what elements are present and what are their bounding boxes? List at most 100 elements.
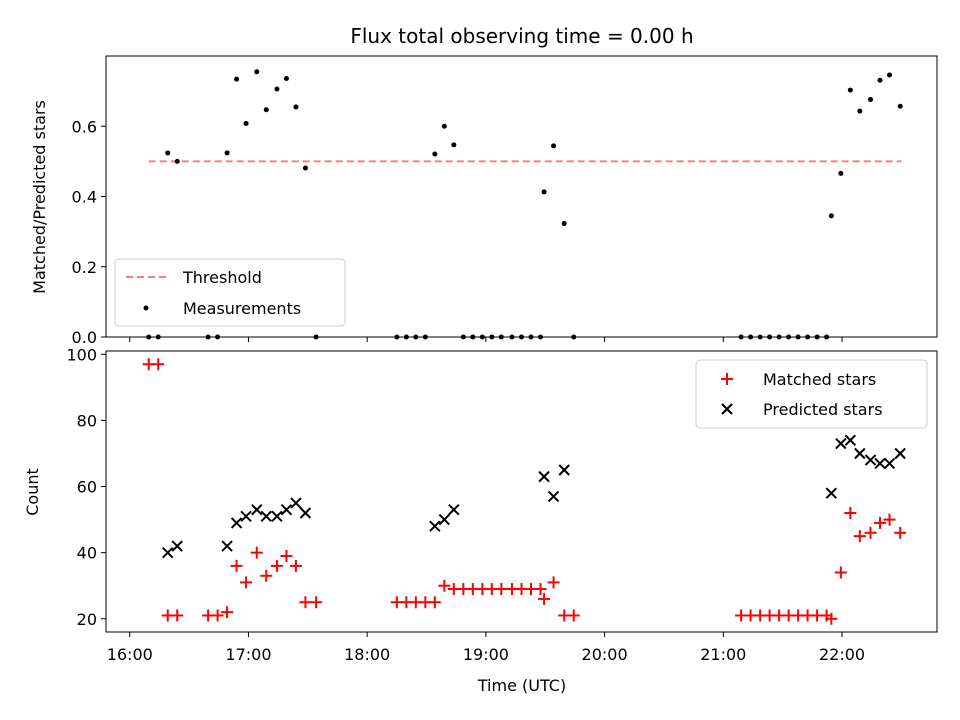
- measurement-point: [838, 170, 844, 176]
- y-tick-label: 40: [77, 544, 97, 563]
- x-stroke-b: [230, 517, 243, 529]
- matched-star-point: [171, 609, 184, 622]
- x-stroke-b: [429, 520, 441, 532]
- predicted-star-point: [230, 517, 243, 529]
- predicted-star-point: [894, 447, 906, 460]
- x-stroke-b: [438, 513, 451, 526]
- top-legend: Threshold Measurements: [114, 258, 346, 327]
- predicted-star-point: [429, 520, 441, 532]
- predicted-star-point: [438, 513, 451, 526]
- predicted-star-point: [251, 503, 263, 516]
- measurement-point: [857, 108, 863, 114]
- predicted-star-point: [538, 470, 550, 483]
- bottom-legend: Matched stars Predicted stars: [695, 359, 928, 429]
- x-stroke-b: [874, 457, 886, 470]
- y-tick-label: 0.6: [72, 117, 97, 136]
- matched-star-point: [883, 513, 896, 526]
- legend-measurements-swatch: [143, 305, 149, 311]
- measurement-point: [868, 97, 874, 103]
- measurement-point: [174, 158, 180, 164]
- bottom-panel: Count 20 40 60 80 100 Matched stars Predicte…: [23, 345, 938, 637]
- y-tick-label: 0.2: [72, 258, 97, 277]
- matched-star-point: [834, 566, 847, 579]
- predicted-star-point: [874, 457, 886, 470]
- top-plot-area: 0.0 0.2 0.4 0.6: [72, 55, 938, 347]
- matched-star-point: [428, 596, 441, 609]
- matched-star-point: [438, 579, 451, 592]
- predicted-star-point: [558, 464, 570, 476]
- matched-star-point: [250, 546, 263, 559]
- bottom-y-axis-label: Count: [23, 468, 42, 516]
- matched-star-point: [211, 609, 224, 622]
- y-tick-label: 100: [66, 345, 97, 364]
- predicted-star-point: [280, 503, 293, 516]
- predicted-star-point: [844, 434, 857, 446]
- chart-title: Flux total observing time = 0.00 h: [350, 24, 693, 48]
- measurement-point: [877, 77, 883, 83]
- matched-star-point: [538, 592, 551, 605]
- measurement-point: [234, 76, 240, 82]
- x-stroke-b: [280, 503, 293, 516]
- measurement-point: [897, 103, 903, 109]
- x-tick-label: 18:00: [344, 645, 390, 664]
- predicted-star-point: [290, 497, 302, 509]
- y-tick-label: 0.4: [72, 188, 97, 207]
- x-stroke-b: [240, 510, 252, 523]
- x-stroke-b: [538, 470, 550, 483]
- plot-frame: [105, 350, 938, 633]
- matched-star-point: [299, 596, 312, 609]
- x-stroke-b: [260, 510, 272, 523]
- matched-star-point: [825, 612, 838, 625]
- legend-predicted-label: Predicted stars: [763, 400, 883, 419]
- legend-measurements-label: Measurements: [183, 299, 301, 318]
- x-tick-label: 22:00: [819, 645, 865, 664]
- x-stroke-b: [547, 490, 560, 503]
- measurement-point: [451, 142, 457, 148]
- predicted-star-point: [271, 510, 283, 523]
- y-tick-label: 0.0: [72, 328, 97, 347]
- matched-star-point: [270, 559, 283, 572]
- x-tick-label: 17:00: [225, 645, 271, 664]
- measurement-point: [541, 189, 547, 195]
- legend-matched-swatch: [721, 373, 733, 385]
- predicted-star-point: [883, 457, 896, 470]
- predicted-star-point: [299, 507, 312, 519]
- x-tick-label: 19:00: [463, 645, 509, 664]
- matched-star-point: [495, 583, 508, 596]
- predicted-star-point: [547, 490, 560, 503]
- x-stroke-b: [835, 437, 847, 450]
- matched-star-point: [853, 530, 866, 543]
- predicted-star-point: [448, 503, 460, 516]
- measurement-point: [432, 151, 438, 157]
- matched-star-point: [260, 569, 273, 582]
- measurement-point: [274, 86, 280, 92]
- matched-star-point: [874, 516, 887, 529]
- x-stroke-b: [290, 497, 302, 509]
- x-tick-label: 21:00: [700, 645, 746, 664]
- measurement-point: [847, 87, 853, 93]
- matched-star-point: [289, 559, 302, 572]
- predicted-star-point: [162, 546, 174, 559]
- legend-threshold-label: Threshold: [182, 268, 262, 287]
- x-stroke-b: [883, 457, 896, 470]
- x-stroke-b: [299, 507, 312, 519]
- predicted-star-point: [825, 487, 838, 499]
- x-tick-label: 20:00: [582, 645, 628, 664]
- predicted-star-point: [864, 454, 877, 466]
- top-panel: Matched/Predicted stars 0.0 0.2 0.4 0.6 Thr…: [30, 55, 938, 347]
- matched-star-point: [567, 609, 580, 622]
- matched-star-point: [864, 526, 877, 539]
- x-stroke-b: [854, 447, 866, 460]
- bottom-plot-area: 20 40 60 80 100: [66, 345, 938, 637]
- predicted-star-point: [221, 540, 233, 552]
- matched-star-point: [152, 358, 165, 371]
- predicted-star-point: [171, 540, 183, 552]
- x-stroke-b: [162, 546, 174, 559]
- x-stroke-b: [271, 510, 283, 523]
- legend-matched-label: Matched stars: [763, 370, 876, 389]
- measurement-point: [263, 107, 269, 113]
- predicted-star-point: [240, 510, 252, 523]
- measurement-point: [551, 143, 557, 149]
- bottom-legend-box: [695, 359, 928, 429]
- top-legend-box: [114, 258, 346, 327]
